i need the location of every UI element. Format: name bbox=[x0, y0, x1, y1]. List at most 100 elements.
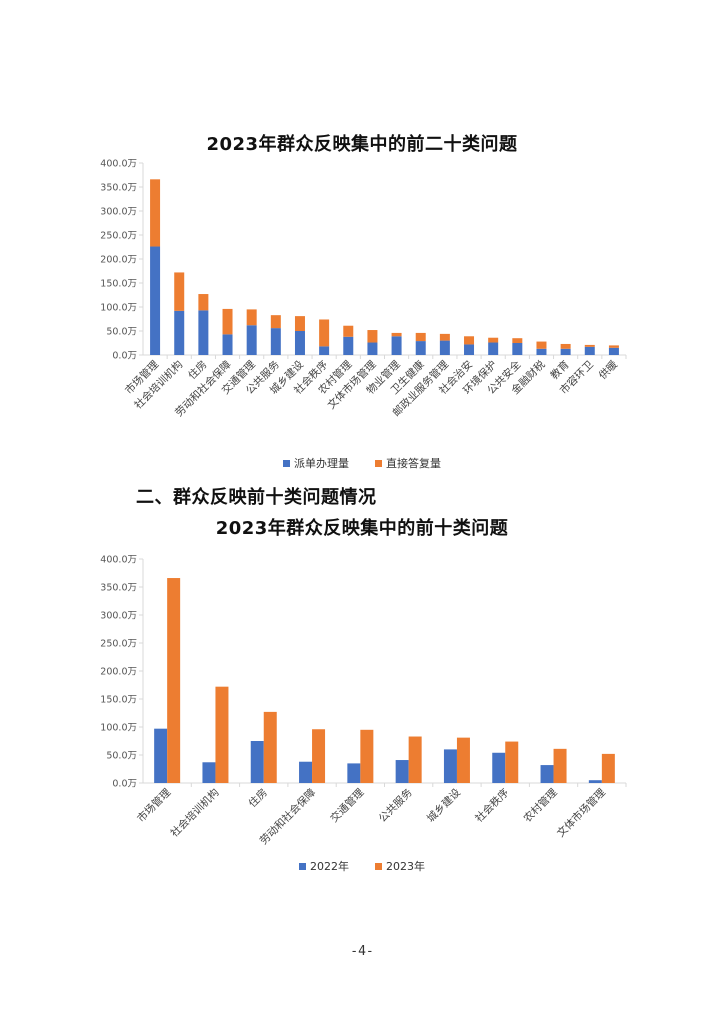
legend-swatch-orange bbox=[375, 459, 382, 467]
bar-2023年 bbox=[360, 729, 374, 783]
bar-2023年 bbox=[312, 729, 326, 783]
legend-label: 直接答复量 bbox=[386, 457, 441, 470]
bar-direct-reply bbox=[608, 345, 619, 348]
bar-direct-reply bbox=[560, 343, 571, 349]
chart1-legend: 派单办理量 直接答复量 bbox=[0, 455, 724, 471]
legend-label: 2023年 bbox=[386, 860, 425, 873]
y-tick-label: 0.0万 bbox=[112, 351, 137, 362]
bar-2022年 bbox=[299, 761, 313, 783]
bar-direct-reply bbox=[222, 308, 233, 335]
y-tick-label: 300.0万 bbox=[100, 207, 137, 218]
legend-swatch-orange bbox=[375, 862, 382, 870]
bar-dispatched bbox=[608, 347, 619, 355]
bar-2022年 bbox=[492, 752, 506, 783]
bar-2023年 bbox=[601, 753, 615, 783]
bar-dispatched bbox=[150, 246, 161, 355]
category-label: 农村管理 bbox=[521, 786, 560, 825]
y-tick-label: 200.0万 bbox=[100, 255, 137, 266]
bar-2022年 bbox=[250, 741, 264, 783]
section-heading: 二、群众反映前十类问题情况 bbox=[136, 487, 377, 508]
bar-2023年 bbox=[263, 711, 277, 783]
bar-dispatched bbox=[415, 341, 426, 355]
y-tick-label: 50.0万 bbox=[106, 327, 137, 338]
category-label: 交通管理 bbox=[328, 786, 367, 825]
bar-2023年 bbox=[456, 737, 470, 783]
bar-2022年 bbox=[154, 728, 168, 783]
bar-direct-reply bbox=[270, 315, 281, 329]
chart1-title: 2023年群众反映集中的前二十类问题 bbox=[206, 134, 518, 155]
bar-2023年 bbox=[553, 748, 567, 783]
bar-dispatched bbox=[174, 310, 185, 355]
bar-dispatched bbox=[560, 348, 571, 355]
bar-direct-reply bbox=[464, 336, 475, 345]
bar-2022年 bbox=[395, 760, 409, 783]
chart2-title: 2023年群众反映集中的前十类问题 bbox=[215, 518, 509, 539]
y-tick-label: 400.0万 bbox=[100, 159, 137, 170]
bar-dispatched bbox=[222, 334, 233, 355]
bar-dispatched bbox=[294, 331, 305, 355]
bar-2023年 bbox=[215, 686, 229, 783]
y-tick-label: 100.0万 bbox=[100, 723, 137, 734]
legend-item-2022: 2022年 bbox=[299, 858, 349, 874]
bar-direct-reply bbox=[246, 309, 257, 326]
bar-2022年 bbox=[202, 762, 216, 783]
bar-2023年 bbox=[408, 736, 422, 783]
bar-direct-reply bbox=[319, 319, 330, 347]
category-label: 公共服务 bbox=[376, 786, 415, 825]
bar-direct-reply bbox=[584, 344, 595, 347]
bar-dispatched bbox=[439, 340, 450, 355]
bar-direct-reply bbox=[294, 316, 305, 331]
y-tick-label: 300.0万 bbox=[100, 611, 137, 622]
chart2-legend: 2022年 2023年 bbox=[0, 858, 724, 874]
bar-direct-reply bbox=[512, 338, 523, 343]
bar-dispatched bbox=[198, 310, 209, 355]
y-tick-label: 350.0万 bbox=[100, 183, 137, 194]
y-tick-label: 350.0万 bbox=[100, 583, 137, 594]
y-tick-label: 250.0万 bbox=[100, 231, 137, 242]
bar-2023年 bbox=[167, 578, 181, 783]
legend-swatch-blue bbox=[299, 862, 306, 870]
category-label: 市场管理 bbox=[134, 786, 173, 825]
category-label: 城乡建设 bbox=[424, 786, 463, 825]
bar-2022年 bbox=[588, 780, 602, 783]
bar-direct-reply bbox=[488, 337, 499, 343]
bar-dispatched bbox=[488, 342, 499, 355]
category-label: 社会培训机构 bbox=[168, 786, 222, 840]
bar-2023年 bbox=[505, 741, 519, 783]
y-tick-label: 200.0万 bbox=[100, 667, 137, 678]
bar-direct-reply bbox=[439, 333, 450, 341]
legend-item-dispatched: 派单办理量 bbox=[283, 455, 349, 471]
bar-dispatched bbox=[343, 336, 354, 355]
category-label: 文体市场管理 bbox=[554, 786, 608, 840]
legend-item-direct-reply: 直接答复量 bbox=[375, 455, 441, 471]
bar-dispatched bbox=[512, 343, 523, 355]
legend-swatch-blue bbox=[283, 459, 290, 467]
y-tick-label: 50.0万 bbox=[106, 751, 137, 762]
legend-label: 派单办理量 bbox=[294, 457, 349, 470]
bar-direct-reply bbox=[367, 330, 378, 343]
bar-dispatched bbox=[270, 328, 281, 355]
bar-dispatched bbox=[391, 336, 402, 355]
bar-direct-reply bbox=[415, 332, 426, 342]
bar-dispatched bbox=[319, 346, 330, 355]
bar-direct-reply bbox=[174, 272, 185, 311]
y-tick-label: 100.0万 bbox=[100, 303, 137, 314]
y-tick-label: 150.0万 bbox=[100, 695, 137, 706]
bar-2022年 bbox=[443, 749, 457, 783]
bar-dispatched bbox=[536, 348, 547, 355]
bar-dispatched bbox=[246, 325, 257, 355]
chart2-plot: 0.0万 50.0万 100.0万 150.0万 200.0万 250.0万 300.0万 3… bbox=[100, 555, 627, 847]
y-tick-label: 150.0万 bbox=[100, 279, 137, 290]
bar-direct-reply bbox=[343, 325, 354, 337]
bar-dispatched bbox=[367, 342, 378, 355]
bar-2022年 bbox=[347, 763, 361, 783]
bar-direct-reply bbox=[536, 341, 547, 349]
bar-dispatched bbox=[584, 346, 595, 355]
y-tick-label: 400.0万 bbox=[100, 555, 137, 566]
bar-2022年 bbox=[540, 765, 554, 783]
y-tick-label: 0.0万 bbox=[112, 779, 137, 790]
y-tick-label: 250.0万 bbox=[100, 639, 137, 650]
chart1-plot: 0.0万 50.0万 100.0万 150.0万 200.0万 250.0万 300.0万 3… bbox=[100, 159, 627, 419]
bar-direct-reply bbox=[391, 332, 402, 337]
bar-direct-reply bbox=[150, 179, 161, 247]
